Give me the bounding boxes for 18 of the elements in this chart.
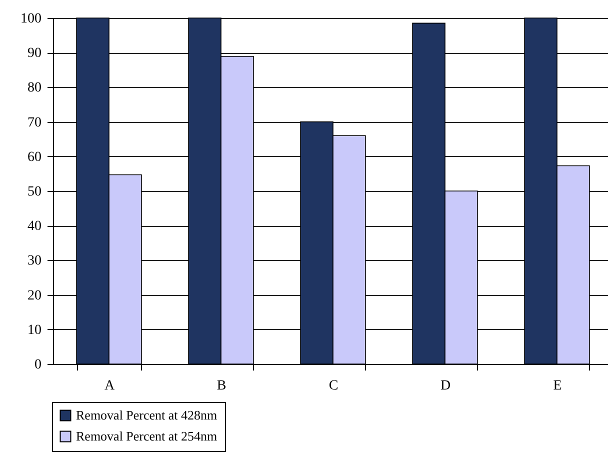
y-tick-label: 20 [28,288,42,304]
x-tick-label: A [104,378,116,394]
y-tick-label: 60 [28,150,42,165]
legend-label: Removal Percent at 254nm [76,428,218,444]
legend-label: Removal Percent at 428nm [76,408,218,422]
y-tick-label: 50 [28,184,42,200]
y-tick-label: 40 [28,219,42,234]
x-tick-label: D [440,378,451,394]
y-tick-label: 80 [28,80,42,96]
y-tick-label: 70 [28,115,42,130]
x-tick-label: E [553,378,562,394]
y-tick-label: 10 [28,322,42,338]
y-tick-label: 30 [28,254,42,269]
x-tick-label: C [328,378,338,394]
y-tick-label: 0 [34,358,42,372]
y-tick-label: 90 [28,46,42,62]
y-tick-label: 100 [20,12,42,26]
x-tick-label: B [216,378,226,394]
